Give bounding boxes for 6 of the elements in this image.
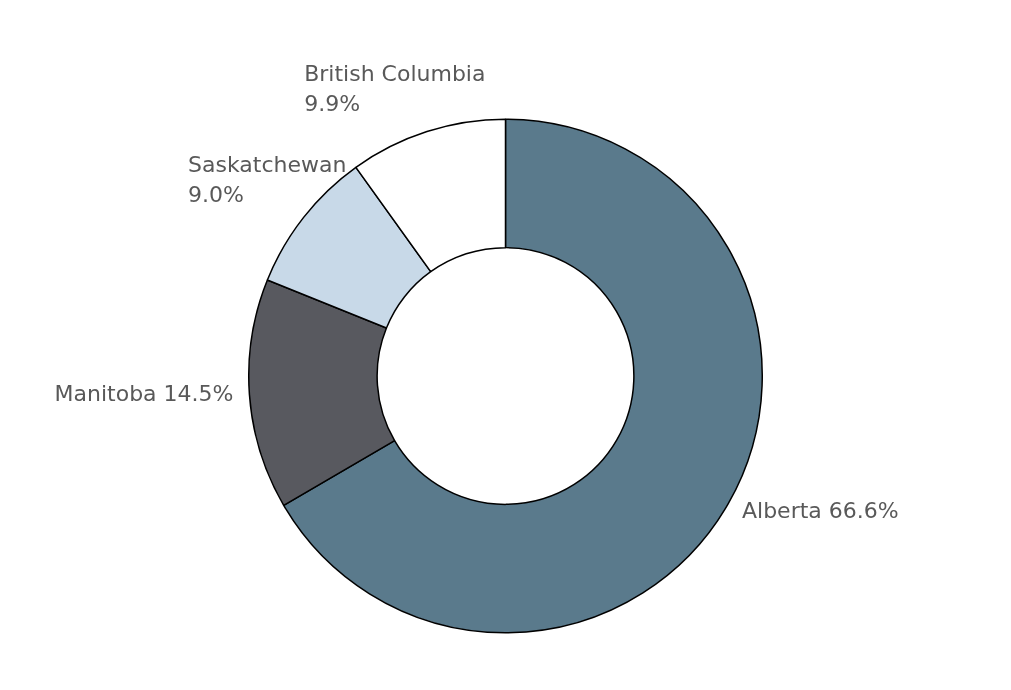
slice-label: British Columbia (304, 61, 486, 87)
slice-label: Manitoba 14.5% (54, 381, 234, 407)
slice-label: Saskatchewan (188, 152, 347, 178)
slice-label: Alberta 66.6% (741, 497, 899, 523)
data-label: 9.0% (188, 182, 245, 208)
data-label: 9.9% (304, 91, 361, 117)
